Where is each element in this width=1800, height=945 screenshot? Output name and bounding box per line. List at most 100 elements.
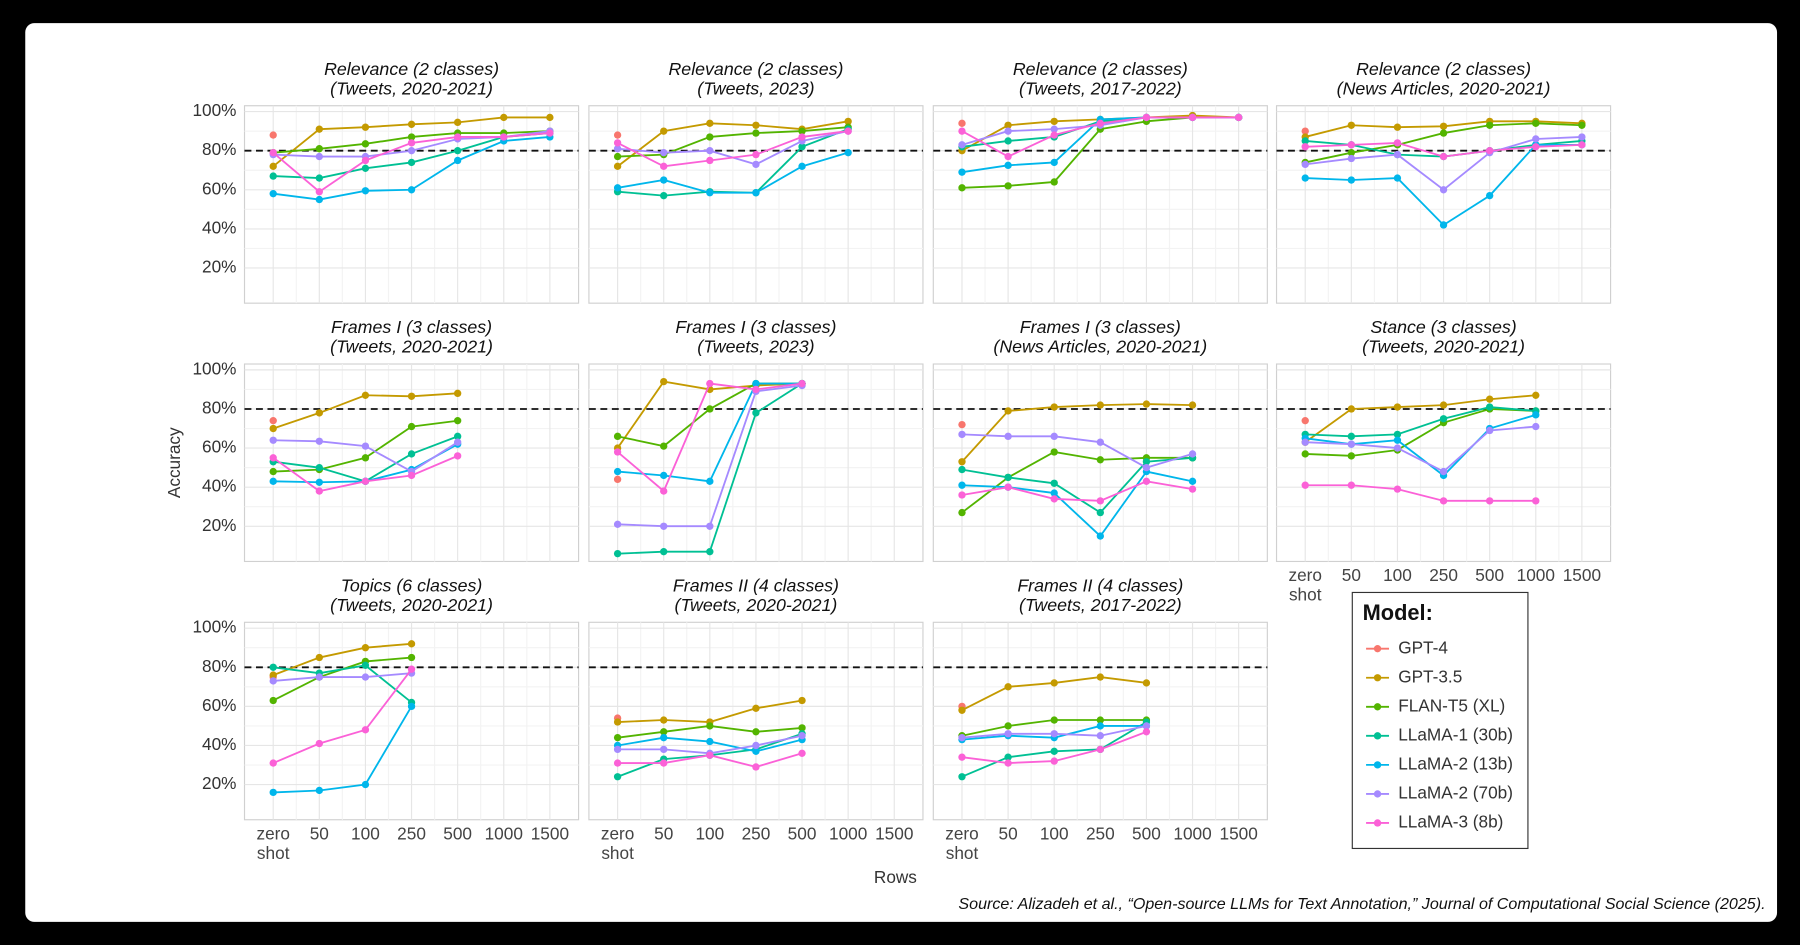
data-point — [752, 741, 760, 750]
x-tick-label: zero shot — [256, 824, 290, 864]
data-point — [361, 391, 370, 399]
x-tick-label: 50 — [309, 824, 329, 844]
data-point — [315, 786, 323, 795]
data-point — [269, 477, 277, 485]
panel-subtitle: (Tweets, 2020-2021) — [330, 595, 493, 615]
data-point — [613, 184, 622, 192]
series-line — [1305, 484, 1536, 502]
data-point — [1347, 148, 1356, 157]
data-point — [1142, 458, 1151, 466]
data-point — [269, 788, 277, 797]
y-tick-label: 20% — [202, 773, 236, 793]
data-point — [407, 653, 416, 662]
data-point — [315, 437, 323, 445]
data-point — [407, 139, 416, 147]
data-point — [1393, 436, 1402, 444]
data-point — [660, 522, 668, 530]
data-point — [752, 121, 760, 129]
data-point — [453, 156, 462, 165]
data-point — [958, 430, 966, 439]
x-tick-label: 1500 — [530, 824, 570, 844]
data-point — [660, 471, 668, 480]
data-point — [958, 465, 966, 474]
x-tick-label: 100 — [1039, 824, 1069, 844]
x-tick-label: 100 — [695, 824, 725, 844]
data-point — [361, 661, 370, 669]
data-point — [1532, 143, 1540, 151]
data-point — [706, 156, 714, 165]
x-tick-label-box: 50 — [309, 824, 329, 844]
data-point — [1050, 479, 1058, 487]
data-point — [613, 520, 622, 528]
data-point — [361, 164, 370, 172]
data-point — [613, 432, 622, 441]
series-line — [961, 450, 1193, 514]
data-point — [361, 644, 370, 652]
data-point — [1347, 481, 1356, 489]
x-tick-label-box: 100 — [695, 824, 725, 844]
x-tick-label-box: 50 — [998, 824, 1018, 844]
data-point — [361, 442, 370, 450]
data-point — [269, 148, 277, 157]
panel-title: Frames I (3 classes) — [331, 317, 492, 337]
data-point — [1004, 137, 1012, 145]
data-point — [752, 160, 760, 169]
data-point — [1347, 121, 1356, 129]
x-tick-label: 100 — [351, 824, 380, 844]
panel-subtitle: (Tweets, 2023) — [697, 78, 814, 98]
data-point — [500, 113, 508, 122]
series-line — [1305, 408, 1536, 457]
data-point — [798, 127, 806, 135]
data-point — [1393, 430, 1402, 439]
data-point — [958, 184, 966, 192]
data-point — [269, 417, 277, 425]
data-point — [1050, 730, 1058, 738]
panel-title: Stance (3 classes) — [1370, 317, 1516, 337]
x-tick-label-box: 500 — [1132, 824, 1161, 844]
data-point — [1532, 135, 1540, 143]
x-tick-label: 50 — [998, 824, 1018, 844]
y-axis-label: Accuracy — [164, 427, 184, 498]
series-line — [1304, 394, 1536, 443]
series-line — [961, 470, 1193, 538]
data-point — [1050, 117, 1058, 126]
data-point — [1096, 532, 1104, 540]
data-point — [1578, 121, 1586, 129]
x-tick-label: 1000 — [484, 824, 523, 844]
panel-subtitle: (Tweets, 2020-2021) — [330, 78, 493, 98]
data-point — [660, 442, 668, 450]
data-point — [315, 478, 323, 486]
data-point — [361, 187, 370, 195]
data-point — [269, 677, 277, 685]
x-tick-label-box: 1000 — [484, 824, 523, 844]
data-point — [613, 131, 622, 139]
x-tick-label: 250 — [1085, 824, 1115, 844]
x-tick-label: 50 — [1341, 566, 1361, 586]
data-point — [1393, 485, 1402, 493]
data-point — [958, 168, 966, 176]
data-point — [798, 162, 806, 171]
data-point — [798, 379, 806, 388]
data-point — [453, 118, 462, 127]
panel-title: Relevance (2 classes) — [324, 59, 499, 79]
data-point — [315, 673, 323, 681]
data-point — [752, 704, 760, 712]
data-point — [613, 745, 622, 754]
y-tick-label: 60% — [202, 178, 236, 198]
data-point — [752, 747, 760, 756]
data-point — [1439, 152, 1448, 161]
panel-title: Relevance (2 classes) — [1356, 59, 1531, 79]
legend-label: LLaMA-2 (13b) — [1398, 753, 1513, 773]
y-tick-label: 60% — [202, 695, 236, 715]
data-point — [1050, 432, 1058, 441]
legend-label: LLaMA-1 (30b) — [1398, 724, 1513, 744]
data-point — [546, 113, 554, 122]
data-point — [1301, 143, 1309, 151]
data-point — [706, 737, 714, 746]
data-point — [407, 186, 416, 194]
data-point — [1532, 411, 1540, 419]
data-point — [1439, 122, 1448, 130]
data-point — [613, 549, 622, 558]
series-line — [961, 403, 1193, 463]
panel-subtitle: (News Articles, 2020-2021) — [993, 337, 1207, 357]
